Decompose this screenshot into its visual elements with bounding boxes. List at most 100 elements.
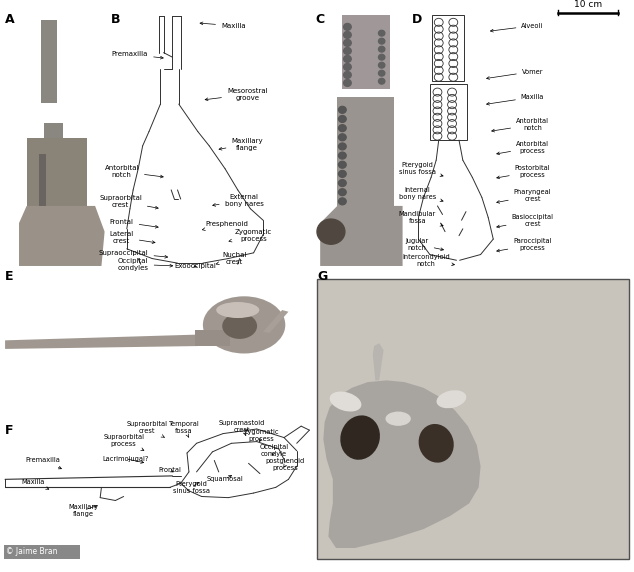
Polygon shape <box>323 380 481 548</box>
Circle shape <box>339 116 346 122</box>
Text: Occipital
condyle: Occipital condyle <box>259 444 288 457</box>
Bar <box>32 103 82 123</box>
Text: Antorbital
notch: Antorbital notch <box>105 165 163 178</box>
Bar <box>432 15 464 81</box>
Text: Maxilla: Maxilla <box>487 94 544 105</box>
Ellipse shape <box>418 424 454 463</box>
Bar <box>41 20 57 103</box>
Text: postglenoid
process: postglenoid process <box>266 458 305 471</box>
Ellipse shape <box>340 415 380 460</box>
Circle shape <box>339 180 346 186</box>
Polygon shape <box>320 206 403 266</box>
Ellipse shape <box>216 302 259 318</box>
Bar <box>39 154 46 206</box>
Polygon shape <box>373 343 384 380</box>
Text: Basioccipital
crest: Basioccipital crest <box>497 214 553 228</box>
Text: Supraorbital
crest: Supraorbital crest <box>127 422 167 437</box>
Text: Squamosal: Squamosal <box>207 475 243 482</box>
Text: Zygomatic
process: Zygomatic process <box>243 430 279 442</box>
Text: Postorbital
process: Postorbital process <box>497 165 550 178</box>
Circle shape <box>378 54 385 60</box>
Ellipse shape <box>436 390 467 408</box>
Bar <box>337 97 394 206</box>
Text: Maxilla: Maxilla <box>22 479 49 489</box>
Text: B: B <box>111 13 120 26</box>
Text: Temporal
fossa: Temporal fossa <box>169 422 199 437</box>
Polygon shape <box>5 335 200 349</box>
Text: Pterygoid
sinus fossa: Pterygoid sinus fossa <box>173 481 210 494</box>
Text: Intercondyloid
notch: Intercondyloid notch <box>402 254 455 267</box>
Text: A: A <box>5 13 15 26</box>
Circle shape <box>339 106 346 113</box>
Circle shape <box>339 198 346 205</box>
Circle shape <box>344 39 351 46</box>
Text: Maxillary
flange: Maxillary flange <box>68 504 99 517</box>
Circle shape <box>339 161 346 168</box>
Ellipse shape <box>223 313 257 339</box>
Circle shape <box>339 189 346 196</box>
Circle shape <box>344 23 351 30</box>
Circle shape <box>344 72 351 78</box>
Text: Supraoccipital: Supraoccipital <box>99 250 167 258</box>
Circle shape <box>317 219 345 244</box>
Text: Premaxilla: Premaxilla <box>25 458 61 469</box>
Text: Mandibular
fossa: Mandibular fossa <box>399 211 443 226</box>
Text: Exooccipital: Exooccipital <box>174 263 216 269</box>
Text: Lacrimojugal?: Lacrimojugal? <box>102 456 149 463</box>
Circle shape <box>378 70 385 76</box>
Text: Mesorostral
groove: Mesorostral groove <box>205 88 268 101</box>
Text: External
bony nares: External bony nares <box>213 194 264 206</box>
Text: G: G <box>317 270 327 283</box>
Text: Paroccipital
process: Paroccipital process <box>497 239 552 252</box>
Text: Frontal: Frontal <box>158 467 181 473</box>
Text: Pterygoid
sinus fossa: Pterygoid sinus fossa <box>399 162 443 177</box>
Bar <box>195 330 230 346</box>
Circle shape <box>339 143 346 150</box>
Text: Vomer: Vomer <box>487 69 543 80</box>
Text: Pharyngeal
crest: Pharyngeal crest <box>497 189 552 203</box>
Text: Lateral
crest: Lateral crest <box>110 231 155 244</box>
Text: D: D <box>412 13 422 26</box>
Text: Alveoli: Alveoli <box>491 23 544 32</box>
Ellipse shape <box>203 296 285 353</box>
Text: Nuchal
crest: Nuchal crest <box>216 252 247 265</box>
Text: C: C <box>316 13 325 26</box>
Circle shape <box>378 62 385 68</box>
Bar <box>430 84 467 140</box>
Text: Maxilla: Maxilla <box>200 22 245 29</box>
Text: Zygomatic
process: Zygomatic process <box>229 229 272 242</box>
Bar <box>44 122 63 140</box>
Ellipse shape <box>330 392 361 411</box>
Circle shape <box>339 170 346 177</box>
Text: © Jaime Bran: © Jaime Bran <box>6 547 58 557</box>
Text: Jugular
notch: Jugular notch <box>406 238 444 251</box>
Circle shape <box>378 38 385 44</box>
Text: Presphenoid: Presphenoid <box>202 221 249 231</box>
Bar <box>342 15 390 89</box>
Bar <box>317 279 629 559</box>
Text: Supraorbital
crest: Supraorbital crest <box>99 195 158 209</box>
Text: Supramastoid
crest: Supramastoid crest <box>219 420 266 435</box>
Text: Supraorbital
process: Supraorbital process <box>103 434 144 450</box>
Circle shape <box>344 55 351 62</box>
Polygon shape <box>19 206 105 266</box>
Text: F: F <box>5 424 13 438</box>
Bar <box>4 545 80 559</box>
Bar <box>27 138 87 206</box>
Circle shape <box>344 47 351 54</box>
Text: Antorbital
process: Antorbital process <box>497 141 549 154</box>
Circle shape <box>378 30 385 36</box>
Text: Antorbital
notch: Antorbital notch <box>492 118 549 132</box>
Ellipse shape <box>385 412 411 426</box>
Text: 10 cm: 10 cm <box>574 0 602 9</box>
Circle shape <box>339 152 346 159</box>
Circle shape <box>344 80 351 86</box>
Text: Internal
bony nares: Internal bony nares <box>399 187 443 202</box>
Circle shape <box>339 125 346 132</box>
Text: Premaxilla: Premaxilla <box>112 51 163 59</box>
Text: Occipital
condyles: Occipital condyles <box>118 258 172 271</box>
Circle shape <box>344 63 351 70</box>
Circle shape <box>344 31 351 38</box>
Circle shape <box>339 134 346 141</box>
Circle shape <box>378 46 385 52</box>
